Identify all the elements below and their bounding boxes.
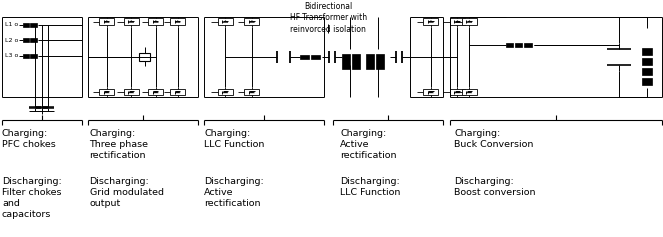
Bar	[245, 89, 259, 96]
Bar	[218, 18, 233, 25]
Polygon shape	[104, 21, 109, 23]
Text: Discharging:
Grid modulated
output: Discharging: Grid modulated output	[90, 177, 164, 208]
Bar	[642, 68, 652, 75]
Bar	[30, 54, 37, 58]
Bar	[462, 18, 477, 25]
Polygon shape	[455, 91, 460, 93]
Bar	[170, 89, 185, 96]
Polygon shape	[455, 21, 460, 23]
Bar	[30, 23, 37, 27]
Polygon shape	[104, 91, 109, 93]
Bar	[149, 18, 163, 25]
Polygon shape	[249, 91, 255, 93]
Bar	[23, 23, 29, 27]
Bar	[342, 54, 350, 69]
Text: Bidirectional
HF-Transformer with
reinvorced isolation: Bidirectional HF-Transformer with reinvo…	[290, 2, 367, 34]
Bar	[99, 18, 114, 25]
Polygon shape	[153, 91, 158, 93]
Polygon shape	[223, 21, 228, 23]
Polygon shape	[175, 91, 180, 93]
Polygon shape	[428, 21, 434, 23]
Bar	[149, 89, 163, 96]
Bar	[124, 89, 139, 96]
Bar	[124, 18, 139, 25]
Text: Charging:
Buck Conversion: Charging: Buck Conversion	[454, 129, 534, 149]
Text: L2 o: L2 o	[5, 38, 18, 43]
Bar	[506, 43, 513, 47]
Polygon shape	[129, 91, 134, 93]
Bar	[424, 18, 438, 25]
Bar	[642, 48, 652, 55]
Bar	[524, 43, 532, 47]
Bar	[139, 53, 150, 61]
Text: Charging:
Active
rectification: Charging: Active rectification	[340, 129, 396, 160]
Bar	[218, 89, 233, 96]
Bar	[642, 58, 652, 65]
Text: Charging:
LLC Function: Charging: LLC Function	[204, 129, 265, 149]
Bar	[300, 55, 309, 59]
Bar	[23, 38, 29, 42]
Text: Charging:
Three phase
rectification: Charging: Three phase rectification	[90, 129, 149, 160]
Bar	[23, 54, 29, 58]
Bar	[424, 89, 438, 96]
Polygon shape	[175, 21, 180, 23]
Polygon shape	[129, 21, 134, 23]
Bar	[450, 18, 465, 25]
Text: Discharging:
Filter chokes
and
capacitors: Discharging: Filter chokes and capacitor…	[2, 177, 62, 219]
Polygon shape	[249, 21, 255, 23]
Text: L1 o: L1 o	[5, 22, 18, 27]
Text: Charging:
PFC chokes: Charging: PFC chokes	[2, 129, 56, 149]
Bar	[376, 54, 384, 69]
Bar	[170, 18, 185, 25]
Text: Discharging:
Active
rectification: Discharging: Active rectification	[204, 177, 264, 208]
Bar	[642, 78, 652, 85]
Bar	[311, 55, 320, 59]
Text: L3 o: L3 o	[5, 53, 18, 58]
Bar	[30, 38, 37, 42]
Polygon shape	[153, 21, 158, 23]
Bar	[462, 89, 477, 96]
Bar	[99, 89, 114, 96]
Polygon shape	[467, 21, 472, 23]
Text: Discharging:
LLC Function: Discharging: LLC Function	[340, 177, 400, 197]
Bar	[450, 89, 465, 96]
Bar	[366, 54, 374, 69]
Polygon shape	[223, 91, 228, 93]
Polygon shape	[428, 91, 434, 93]
Bar	[515, 43, 522, 47]
Text: Discharging:
Boost conversion: Discharging: Boost conversion	[454, 177, 536, 197]
Bar	[352, 54, 360, 69]
Polygon shape	[467, 91, 472, 93]
Bar	[245, 18, 259, 25]
